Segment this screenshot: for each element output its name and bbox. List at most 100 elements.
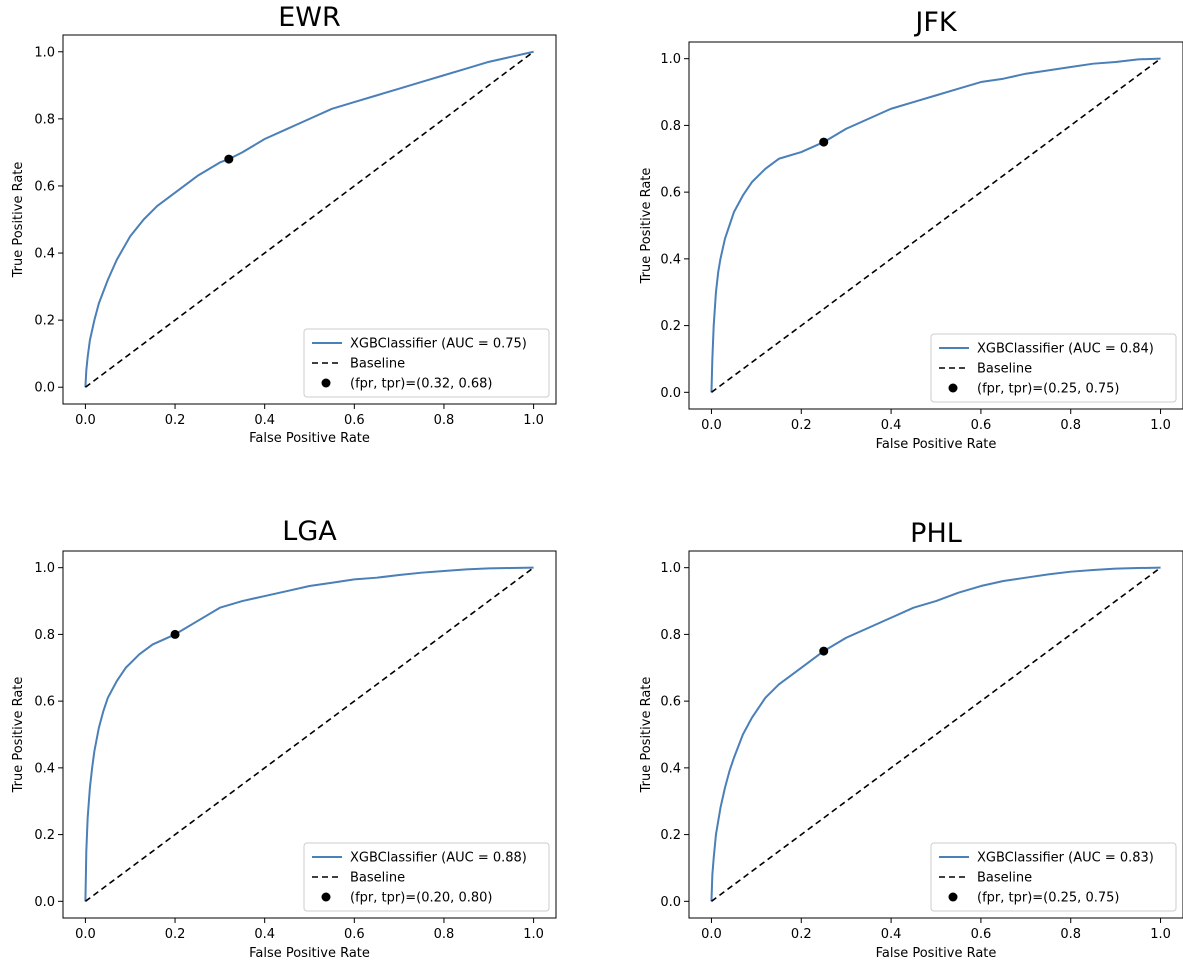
- x-tick-label: 0.6: [971, 418, 992, 433]
- legend-box: [930, 333, 1177, 403]
- legend-label: Baseline: [977, 871, 1032, 886]
- roc-curve: [710, 57, 1161, 393]
- y-tick-label: 1.0: [34, 561, 55, 576]
- y-tick-label: 0.2: [34, 314, 55, 329]
- legend-marker: [948, 383, 958, 393]
- y-axis-label: True Positive Rate: [11, 162, 26, 279]
- baseline-line: [710, 58, 1162, 393]
- y-tick-label: 0.4: [660, 252, 681, 267]
- y-axis-label: True Positive Rate: [639, 677, 654, 794]
- legend-marker: [321, 378, 331, 388]
- x-axis-label: False Positive Rate: [876, 437, 997, 452]
- baseline-line: [710, 567, 1162, 902]
- legend-label: XGBClassifier (AUC = 0.75): [350, 337, 527, 352]
- x-tick-label: 0.4: [881, 927, 902, 942]
- x-tick-label: 0.6: [971, 927, 992, 942]
- y-tick-label: 0.8: [660, 119, 681, 134]
- roc-curve: [84, 566, 534, 902]
- y-tick-label: 1.0: [34, 45, 55, 60]
- chart-title: LGA: [282, 516, 337, 547]
- chart-title: PHL: [910, 518, 962, 549]
- legend-label: Baseline: [350, 357, 405, 372]
- legend-marker: [948, 892, 958, 902]
- y-tick-label: 0.2: [660, 828, 681, 843]
- legend-label: Baseline: [350, 871, 405, 886]
- x-tick-label: 0.0: [701, 927, 722, 942]
- legend: XGBClassifier (AUC = 0.75) Baseline (fpr, …: [303, 328, 550, 398]
- legend-label: (fpr, tpr)=(0.32, 0.68): [350, 377, 492, 392]
- y-tick-label: 0.4: [660, 761, 681, 776]
- y-tick-label: 0.8: [660, 628, 681, 643]
- x-tick-label: 0.4: [881, 418, 902, 433]
- legend-marker: [321, 892, 331, 902]
- x-tick-label: 0.8: [1060, 418, 1081, 433]
- y-tick-label: 0.2: [34, 828, 55, 843]
- legend-box: [930, 842, 1177, 912]
- operating-point: [819, 646, 829, 656]
- y-tick-label: 0.2: [660, 319, 681, 334]
- x-tick-label: 0.4: [254, 413, 275, 428]
- y-tick-label: 1.0: [660, 561, 681, 576]
- roc-panel-ewr: EWR 0.0 0.2 0.4 0.6 0.8 1.0 0.0 0.2 0.4 0.6 0.8 1.0 F…: [11, 2, 557, 446]
- x-tick-label: 0.2: [165, 927, 186, 942]
- legend-box: [303, 328, 550, 398]
- legend: XGBClassifier (AUC = 0.88) Baseline (fpr, …: [303, 842, 550, 912]
- y-tick-label: 0.0: [34, 895, 55, 910]
- y-tick-label: 0.0: [660, 386, 681, 401]
- x-tick-label: 0.2: [165, 413, 186, 428]
- x-tick-label: 0.4: [254, 927, 275, 942]
- y-tick-label: 0.6: [34, 179, 55, 194]
- operating-point: [170, 629, 180, 639]
- plot-frame: [688, 41, 1183, 410]
- legend-label: XGBClassifier (AUC = 0.88): [350, 851, 527, 866]
- x-tick-label: 0.8: [1060, 927, 1081, 942]
- x-axis-label: False Positive Rate: [249, 946, 370, 961]
- plot-frame: [62, 550, 557, 919]
- operating-point: [224, 154, 234, 164]
- operating-point: [819, 137, 829, 147]
- y-tick-label: 0.6: [660, 695, 681, 710]
- y-tick-label: 1.0: [660, 52, 681, 67]
- y-axis-label: True Positive Rate: [11, 677, 26, 794]
- x-tick-label: 0.0: [701, 418, 722, 433]
- legend-label: Baseline: [977, 362, 1032, 377]
- x-tick-label: 0.0: [75, 413, 96, 428]
- legend-label: (fpr, tpr)=(0.25, 0.75): [977, 382, 1119, 397]
- legend-box: [303, 842, 550, 912]
- legend-label: (fpr, tpr)=(0.25, 0.75): [977, 891, 1119, 906]
- x-tick-label: 0.0: [75, 927, 96, 942]
- y-tick-label: 0.6: [660, 186, 681, 201]
- legend: XGBClassifier (AUC = 0.84) Baseline (fpr, …: [930, 333, 1177, 403]
- y-tick-label: 0.4: [34, 247, 55, 262]
- plot-frame: [62, 34, 557, 405]
- y-tick-label: 0.4: [34, 761, 55, 776]
- y-tick-label: 0.0: [34, 381, 55, 396]
- legend-label: XGBClassifier (AUC = 0.84): [977, 342, 1154, 357]
- x-tick-label: 1.0: [523, 927, 544, 942]
- plot-frame: [688, 550, 1183, 919]
- y-tick-label: 0.8: [34, 112, 55, 127]
- x-tick-label: 0.2: [791, 418, 812, 433]
- legend-label: (fpr, tpr)=(0.20, 0.80): [350, 891, 492, 906]
- legend-label: XGBClassifier (AUC = 0.83): [977, 851, 1154, 866]
- y-tick-label: 0.0: [660, 895, 681, 910]
- x-axis-label: False Positive Rate: [876, 946, 997, 961]
- roc-curve: [710, 566, 1161, 902]
- x-tick-label: 1.0: [523, 413, 544, 428]
- x-tick-label: 0.8: [434, 413, 455, 428]
- x-tick-label: 1.0: [1150, 418, 1171, 433]
- baseline-line: [84, 51, 535, 388]
- x-tick-label: 0.6: [344, 413, 365, 428]
- chart-title: JFK: [913, 7, 957, 38]
- x-tick-label: 0.2: [791, 927, 812, 942]
- y-axis-label: True Positive Rate: [639, 168, 654, 285]
- chart-title: EWR: [278, 2, 341, 33]
- x-tick-label: 0.6: [344, 927, 365, 942]
- x-tick-label: 0.8: [434, 927, 455, 942]
- roc-panel-phl: PHL 0.0 0.2 0.4 0.6 0.8 1.0 0.0 0.2 0.4 0.6 0.8 1.0 F…: [639, 518, 1183, 961]
- roc-panel-jfk: JFK 0.0 0.2 0.4 0.6 0.8 1.0 0.0 0.2 0.4 0.6 0.8 1.0 F…: [639, 7, 1183, 452]
- x-tick-label: 1.0: [1150, 927, 1171, 942]
- baseline-line: [84, 567, 535, 902]
